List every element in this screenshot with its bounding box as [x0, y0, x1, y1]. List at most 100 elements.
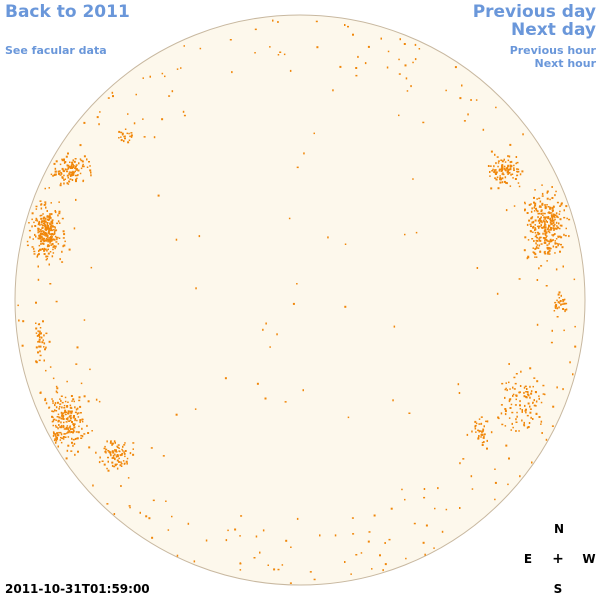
facula-dot: [507, 165, 509, 168]
facula-dot: [36, 255, 38, 258]
facula-dot: [52, 410, 55, 413]
facula-dot: [47, 234, 49, 237]
facula-dot: [60, 441, 63, 444]
facula-dot: [558, 297, 561, 299]
facula-dot: [71, 163, 74, 166]
facula-dot: [73, 415, 75, 417]
facula-dot: [39, 215, 42, 217]
facula-dot: [516, 168, 518, 170]
facula-dot: [50, 244, 53, 246]
facula-dot: [283, 53, 286, 56]
facula-dot: [534, 247, 537, 250]
facula-dot: [43, 237, 46, 240]
facula-dot: [540, 265, 543, 267]
facula-dot: [50, 236, 53, 238]
facula-dot: [535, 412, 538, 415]
facula-dot: [46, 227, 49, 230]
facula-dot: [500, 178, 502, 180]
facula-dot: [544, 253, 547, 255]
facula-dot: [54, 210, 56, 212]
facula-dot: [86, 166, 89, 168]
facula-dot: [107, 469, 110, 472]
facula-dot: [511, 173, 514, 175]
facula-dot: [55, 426, 58, 428]
facula-dot: [117, 444, 120, 446]
facula-dot: [31, 218, 33, 221]
facula-dot: [290, 546, 292, 548]
next-hour-link[interactable]: Next hour: [534, 57, 597, 70]
facula-dot: [536, 198, 538, 200]
facula-dot: [529, 411, 532, 414]
facula-dot: [388, 538, 391, 541]
facula-dot: [510, 173, 512, 176]
facula-dot: [58, 210, 61, 213]
facula-dot: [49, 216, 52, 219]
facula-dot: [35, 235, 37, 238]
facula-dot: [386, 66, 389, 69]
facula-dot: [69, 415, 71, 417]
facula-dot: [46, 222, 49, 224]
facula-dot: [279, 51, 282, 53]
facula-dot: [543, 226, 546, 229]
facula-dot: [70, 395, 73, 397]
previous-day-link[interactable]: Previous day: [472, 2, 596, 22]
facula-dot: [72, 431, 74, 434]
facula-dot: [65, 436, 67, 438]
facula-dot: [501, 382, 504, 385]
facula-dot: [557, 243, 560, 245]
facula-dot: [569, 361, 571, 364]
facula-dot: [48, 244, 50, 247]
facula-dot: [73, 423, 76, 425]
facula-dot: [48, 215, 51, 217]
facula-dot: [53, 245, 55, 248]
facula-dot: [51, 255, 54, 258]
facula-dot: [494, 177, 497, 179]
facula-dot: [534, 219, 537, 222]
facula-dot: [499, 175, 501, 177]
facula-dot: [505, 209, 508, 212]
facula-dot: [54, 227, 56, 229]
facula-dot: [546, 228, 549, 230]
facula-dot: [574, 325, 576, 328]
facula-dot: [34, 225, 36, 227]
facula-dot: [50, 224, 53, 227]
previous-hour-link[interactable]: Previous hour: [509, 44, 596, 57]
facula-dot: [79, 419, 82, 422]
facula-dot: [47, 252, 50, 255]
facula-dot: [259, 551, 261, 554]
facula-dot: [507, 173, 509, 175]
facula-dot: [554, 252, 556, 254]
see-facular-data-link[interactable]: See facular data: [5, 44, 107, 57]
facula-dot: [89, 165, 91, 167]
facula-dot: [126, 462, 128, 465]
facula-dot: [536, 210, 539, 213]
facula-dot: [224, 377, 227, 380]
facula-dot: [76, 412, 79, 415]
back-to-year-link[interactable]: Back to 2011: [5, 2, 130, 22]
facula-dot: [45, 229, 47, 232]
facula-dot: [483, 441, 485, 443]
facula-dot: [514, 404, 517, 406]
facula-dot: [534, 227, 536, 230]
facula-dot: [194, 408, 197, 410]
facula-dot: [538, 395, 540, 397]
facula-dot: [45, 369, 47, 372]
facula-dot: [495, 162, 497, 165]
facula-dot: [515, 162, 517, 165]
facula-dot: [277, 54, 280, 56]
facula-dot: [533, 377, 536, 379]
facula-dot: [58, 172, 60, 175]
facula-dot: [524, 409, 527, 412]
facula-dot: [187, 522, 190, 525]
facula-dot: [62, 245, 64, 248]
facula-dot: [534, 202, 537, 205]
facula-dot: [553, 221, 555, 224]
facula-dot: [66, 380, 68, 383]
facula-dot: [538, 238, 540, 240]
facula-dot: [59, 426, 61, 429]
next-day-link[interactable]: Next day: [511, 20, 596, 40]
facula-dot: [87, 432, 90, 434]
facula-dot: [542, 393, 545, 395]
facula-dot: [541, 192, 544, 195]
facula-dot: [53, 439, 56, 442]
